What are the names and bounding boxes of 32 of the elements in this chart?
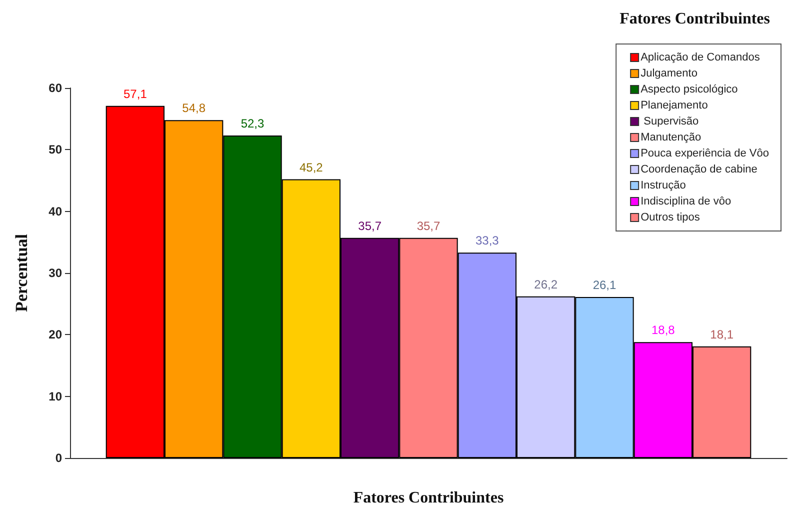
y-tick-label: 50 [48, 142, 62, 157]
data-label: 26,1 [592, 278, 616, 292]
data-label: 18,1 [710, 327, 734, 342]
legend-label: Supervisão [640, 116, 699, 128]
legend-label: Julgamento [640, 68, 698, 80]
y-tick-label: 0 [55, 451, 62, 465]
data-label: 57,1 [124, 86, 148, 101]
y-tick-label: 60 [48, 81, 62, 95]
data-label: 18,8 [651, 323, 676, 338]
legend-label: Instrução [640, 180, 686, 192]
y-tick-label: 40 [48, 204, 62, 218]
legend-title: Fatores Contribuintes [620, 10, 770, 28]
legend-label: Pouca experiência de Vôo [640, 148, 770, 160]
y-tick-label: 30 [48, 266, 62, 280]
legend-label: Indisciplina de vôo [640, 196, 732, 208]
x-axis-title: Fatores Contribuintes [353, 490, 504, 506]
data-label: 35,7 [416, 218, 440, 233]
data-label: 35,7 [358, 218, 382, 233]
data-label: 54,8 [182, 101, 206, 116]
data-label: 52,3 [240, 116, 265, 130]
y-axis-title: Percentual [12, 234, 31, 312]
legend-label: Planejamento [640, 100, 708, 112]
legend-label: Manutenção [640, 132, 702, 144]
data-label: 45,2 [299, 160, 324, 174]
legend-label: Aspecto psicológico [640, 84, 738, 96]
data-label: 26,2 [534, 277, 558, 292]
y-tick-label: 20 [48, 328, 62, 342]
legend-label: Aplicação de Comandos [640, 52, 760, 64]
legend-label: Coordenação de cabine [640, 164, 758, 176]
data-label: 33,3 [475, 234, 500, 248]
legend-label: Outros tipos [640, 212, 700, 224]
y-tick-label: 10 [48, 389, 62, 404]
